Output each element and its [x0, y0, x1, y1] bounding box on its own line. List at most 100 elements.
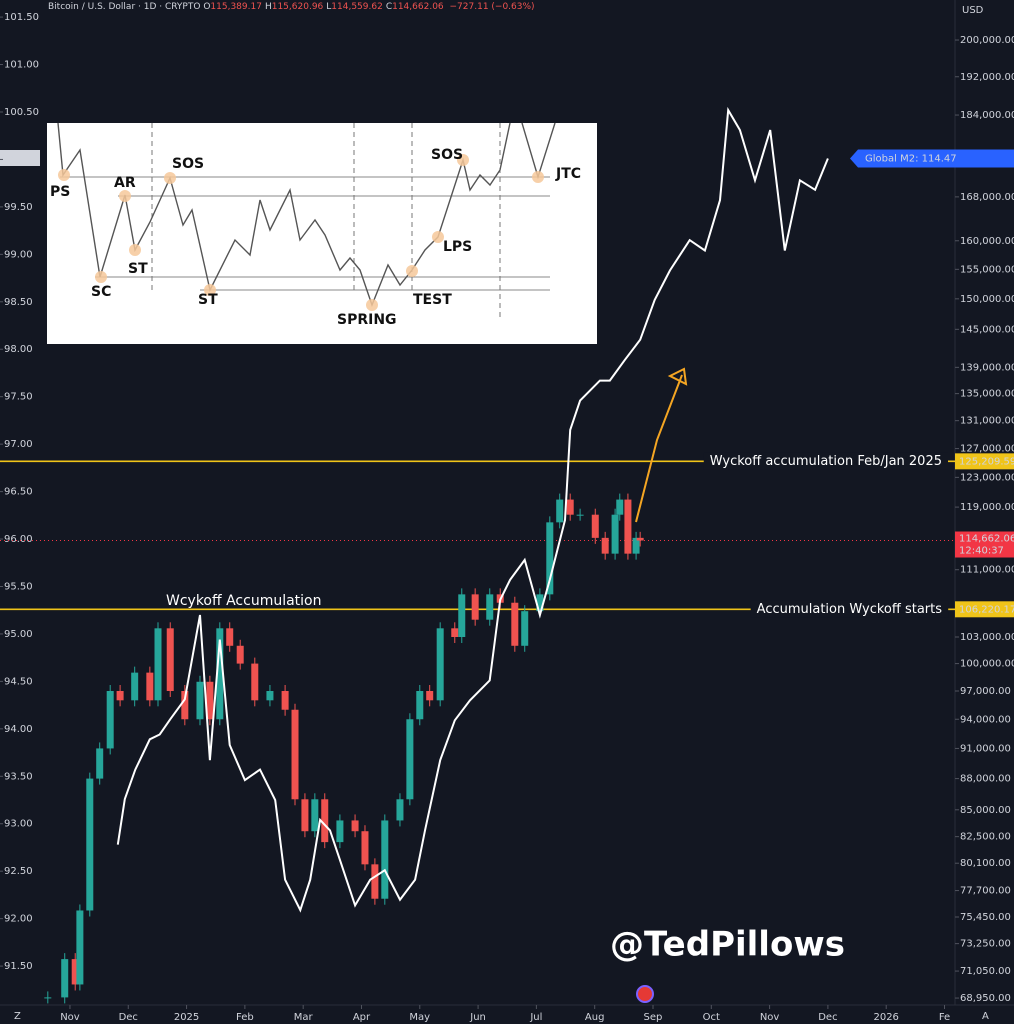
inset-label: TEST [413, 292, 452, 308]
x-tick-label: Jun [469, 1012, 486, 1023]
y-tick-label: 91.50 [4, 961, 33, 972]
y2-tick-label: 135,000.00 [960, 389, 1014, 400]
inset-label: PS [50, 184, 70, 200]
candle [406, 719, 414, 800]
change: −727.11 (−0.63%) [449, 2, 535, 12]
candle [381, 820, 389, 899]
candle [61, 959, 69, 998]
y2-tick-label: 155,000.00 [960, 264, 1014, 275]
candle [351, 820, 359, 832]
candle [632, 537, 640, 554]
y2-tick-label: 123,000.00 [960, 472, 1014, 483]
candle [616, 499, 624, 515]
candle [196, 681, 204, 720]
currency: USD [962, 5, 984, 16]
y-tick-label: 98.50 [4, 297, 33, 308]
y-tick-label: 96.50 [4, 487, 33, 498]
y-tick-label: 96.00 [4, 534, 33, 545]
ohlc-value: 114,662.06 [392, 2, 444, 12]
inset-label: AR [114, 175, 136, 191]
inset-point [58, 169, 70, 181]
y-tick-label: 93.50 [4, 771, 33, 782]
candle [451, 628, 459, 638]
level-text-bg [750, 600, 949, 618]
candle [486, 594, 494, 620]
candle [236, 645, 244, 664]
corner-label: A [982, 1011, 989, 1022]
y2-tick-label: 85,000.00 [960, 805, 1011, 816]
y-tick-label: 100.50 [4, 107, 39, 118]
candle [71, 959, 79, 985]
inset-label: SOS [431, 147, 463, 163]
inset-point [457, 154, 469, 166]
candle [76, 910, 84, 985]
candle [106, 690, 114, 749]
candle [86, 778, 94, 911]
inset-label: SOS [172, 156, 204, 172]
inset-point [204, 284, 216, 296]
y-tick-label: 101.00 [4, 60, 39, 71]
y-tick-label: 99.00 [4, 249, 33, 260]
level-text-bg [703, 452, 948, 470]
y2-tick-label: 94,000.00 [960, 714, 1011, 725]
inset-label: SPRING [337, 312, 397, 328]
candle [216, 628, 224, 720]
annotation: Wcykoff Accumulation [166, 593, 322, 609]
level-tag [955, 601, 1014, 618]
candle [96, 748, 104, 779]
y2-tick-label: 75,450.00 [960, 912, 1011, 923]
inset-point [129, 244, 141, 256]
ohlc-key: H [264, 2, 272, 12]
y2-tick-label: 127,000.00 [960, 444, 1014, 455]
last-price-label: 114,662.06 [959, 534, 1014, 545]
candle [546, 522, 554, 595]
y2-tick-label: 82,500.00 [960, 832, 1011, 843]
inset-points [58, 154, 544, 311]
candle [291, 709, 299, 800]
ohlc-key: L [326, 2, 332, 12]
candle [131, 672, 139, 701]
candle [301, 799, 309, 832]
candle [166, 628, 174, 691]
corner-label: Z [14, 1011, 21, 1022]
candle [536, 594, 544, 612]
inset-point [406, 265, 418, 277]
candle [116, 690, 124, 701]
y-tick-label: 97.00 [4, 439, 33, 450]
candle [436, 628, 444, 701]
y-tick-label: 94.00 [4, 724, 33, 735]
ohlc-value: 115,389.17 [210, 2, 262, 12]
y2-tick-label: 111,000.00 [960, 565, 1014, 576]
x-tick-label: Dec [818, 1012, 837, 1023]
ohlc-key: O [203, 2, 211, 12]
level-tag-label: 125,209.59 [959, 456, 1014, 467]
y-tick-label: 93.00 [4, 819, 33, 830]
inset-point [532, 171, 544, 183]
candle [576, 514, 584, 516]
inset-point [119, 190, 131, 202]
level-text: Accumulation Wyckoff starts [757, 602, 943, 617]
y2-tick-label: 131,000.00 [960, 416, 1014, 427]
y-tick-label: 99.50 [4, 202, 33, 213]
inset-label: SC [91, 284, 111, 300]
watermark: @TedPillows [610, 925, 845, 965]
ohlc-value: 114,559.62 [331, 2, 383, 12]
candle [566, 499, 574, 515]
candle [154, 628, 162, 701]
y2-tick-label: 71,050.00 [960, 966, 1011, 977]
chart-header: Bitcoin / U.S. Dollar · 1D · CRYPTO O115… [48, 2, 535, 12]
level-text: Wyckoff accumulation Feb/Jan 2025 [710, 454, 942, 469]
inset: PS SC AR ST SOS ST SPRING TEST SOS LPS J… [47, 122, 597, 344]
x-tick-label: Nov [60, 1012, 80, 1023]
y-tick-label: 100.00 [4, 154, 39, 165]
candle [521, 611, 529, 646]
y2-tick-label: 184,000.00 [960, 110, 1014, 121]
y-tick-label: 95.00 [4, 629, 33, 640]
candle [44, 997, 52, 999]
candle [361, 831, 369, 865]
y2-tick-label: 77,700.00 [960, 886, 1011, 897]
inset-label: LPS [443, 239, 472, 255]
candle [458, 594, 466, 638]
